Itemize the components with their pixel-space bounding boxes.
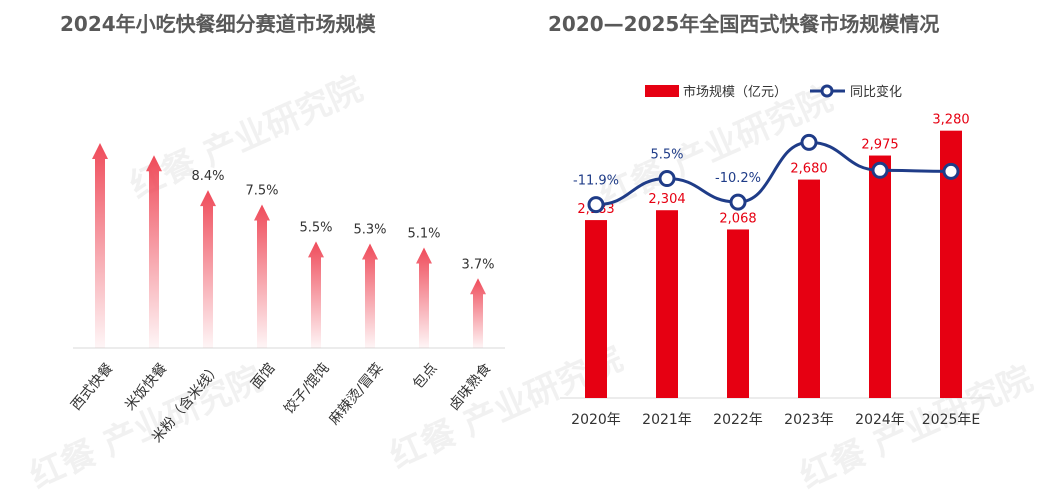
line-point [871,161,889,179]
bar-label: 2,304 [648,192,685,207]
bar [585,220,607,398]
data-label: 5.5% [299,220,332,235]
line-point [942,162,960,180]
bar-label: 3,280 [932,113,969,128]
arrow-bar [416,247,432,348]
bar [727,229,749,398]
data-label: 5.1% [407,227,440,242]
category-label: 2024年 [855,412,905,428]
bar [869,155,891,398]
category-label: 饺子/馄饨 [281,360,332,417]
right-chart-title: 2020—2025年全国西式快餐市场规模情况 [548,12,940,36]
line-point [658,170,676,188]
line-point [587,196,605,214]
data-label: 7.5% [245,184,278,199]
category-label: 米饭快餐 [122,360,170,413]
category-label: 面馆 [248,360,278,392]
arrow-bar [362,243,378,348]
category-label: 2023年 [784,412,834,428]
bar-label: 2,975 [861,138,898,153]
left-chart-title: 2024年小吃快餐细分赛道市场规模 [60,12,376,36]
category-label: 2025年E [922,412,980,428]
data-label: 5.3% [353,222,386,237]
category-label: 2022年 [713,412,763,428]
bar [940,130,962,398]
bar [656,210,678,398]
legend-swatch-bar [645,85,679,97]
arrow-bar [146,155,162,348]
line-point [800,133,818,151]
category-label: 2020年 [571,412,621,428]
arrow-bar [92,143,108,348]
data-label: 8.4% [191,169,224,184]
legend-marker [820,84,834,98]
arrow-bar [470,278,486,348]
bar-label: 2,068 [719,211,756,226]
bar [798,179,820,398]
arrow-bar [200,190,216,348]
legend-label: 同比变化 [850,84,902,100]
line-label: -10.2% [715,171,761,186]
line-point [729,193,747,211]
category-label: 2021年 [642,412,692,428]
right-chart: 市场规模（亿元）同比变化2,1832020年2,3042021年2,068202… [560,84,990,428]
arrow-bar [308,241,324,348]
legend: 市场规模（亿元） 同比变化 [645,84,902,100]
left-chart: 西式快餐 米饭快餐8.4%米粉（含米线）7.5%面馆5.5%饺子/馄饨5.3%麻辣… [68,143,505,446]
category-label: 卤味熟食 [445,360,494,414]
line-label: 5.5% [650,148,683,163]
line-label: -11.9% [573,174,619,189]
data-label: 3.7% [461,257,494,272]
category-label: 西式快餐 [68,360,116,413]
legend-label: 市场规模（亿元） [683,84,787,100]
bar-label: 2,680 [790,162,827,177]
arrow-bar [254,204,270,348]
category-label: 包点 [410,360,440,392]
category-label: 麻辣烫/冒菜 [326,360,386,428]
